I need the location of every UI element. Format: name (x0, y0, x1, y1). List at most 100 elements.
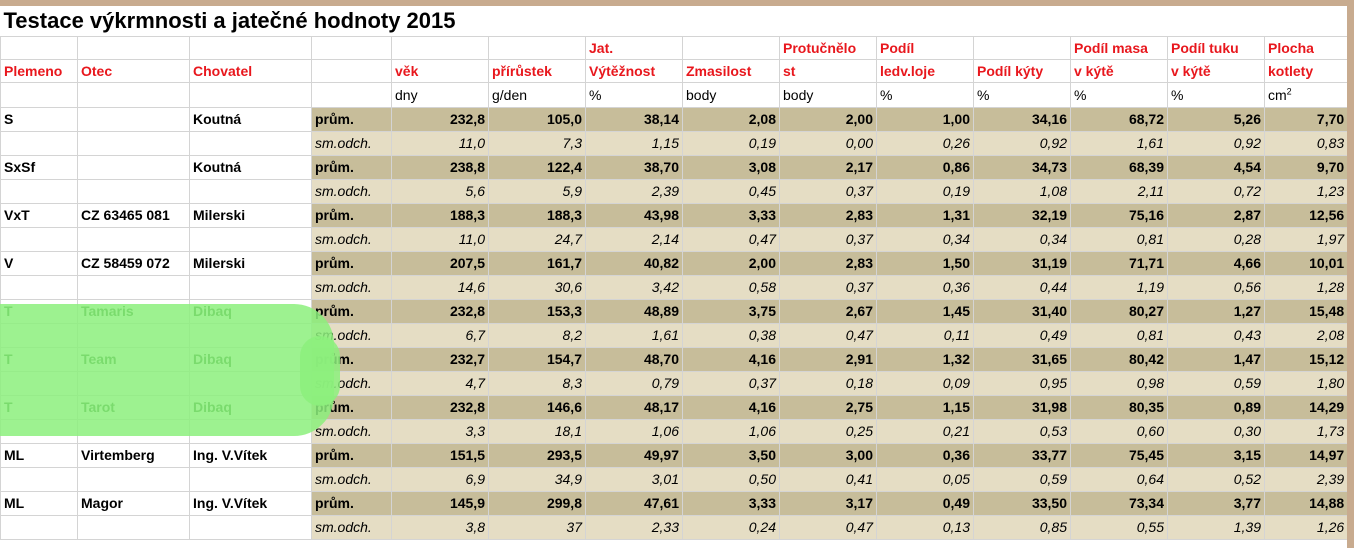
cell-stat[interactable]: sm.odch. (311, 179, 392, 204)
cell-value[interactable]: 4,7 (391, 371, 489, 396)
unit-tuku[interactable]: % (1167, 82, 1265, 108)
cell-value[interactable]: 33,50 (973, 491, 1071, 516)
cell-value[interactable]: 0,55 (1070, 515, 1168, 540)
cell-stat[interactable]: sm.odch. (311, 515, 392, 540)
cell-value[interactable]: 3,00 (779, 443, 877, 468)
cell-value[interactable]: 31,98 (973, 395, 1071, 420)
cell-empty[interactable] (0, 323, 78, 348)
cell-value[interactable]: 0,25 (779, 419, 877, 444)
cell-value[interactable]: 105,0 (488, 107, 586, 132)
cell-empty[interactable] (0, 179, 78, 204)
cell-value[interactable]: 33,77 (973, 443, 1071, 468)
cell-value[interactable]: 1,61 (1070, 131, 1168, 156)
unit-jat[interactable]: % (585, 82, 683, 108)
header-masa-line1[interactable]: Podíl masa (1070, 36, 1168, 60)
cell-empty[interactable] (77, 515, 190, 540)
cell-value[interactable]: 1,08 (973, 179, 1071, 204)
cell-value[interactable]: 11,0 (391, 227, 489, 252)
header-zmasilost[interactable]: Zmasilost (682, 59, 780, 83)
cell-value[interactable]: 3,42 (585, 275, 683, 300)
cell-otec[interactable]: Tarot (77, 395, 190, 420)
cell-value[interactable]: 2,39 (585, 179, 683, 204)
cell-value[interactable]: 1,73 (1263, 419, 1347, 444)
cell-value[interactable]: 0,26 (876, 131, 974, 156)
cell-stat[interactable]: prům. (311, 491, 392, 516)
cell-value[interactable]: 2,11 (1070, 179, 1168, 204)
unit-cell[interactable] (311, 82, 392, 108)
cell-value[interactable]: 48,70 (585, 347, 683, 372)
cell-empty[interactable] (0, 275, 78, 300)
cell-stat[interactable]: prům. (311, 155, 392, 180)
cell-value[interactable]: 31,40 (973, 299, 1071, 324)
cell-value[interactable]: 0,95 (973, 371, 1071, 396)
cell-value[interactable]: 1,31 (876, 203, 974, 228)
cell-value[interactable]: 207,5 (391, 251, 489, 276)
cell-empty[interactable] (77, 227, 190, 252)
cell-value[interactable]: 0,36 (876, 443, 974, 468)
cell-value[interactable]: 11,0 (391, 131, 489, 156)
cell-otec[interactable]: CZ 58459 072 (77, 251, 190, 276)
cell-value[interactable]: 32,19 (973, 203, 1071, 228)
cell-value[interactable]: 3,17 (779, 491, 877, 516)
cell-value[interactable]: 24,7 (488, 227, 586, 252)
header-cell[interactable] (488, 36, 586, 60)
cell-value[interactable]: 6,9 (391, 467, 489, 492)
header-stat[interactable] (311, 59, 392, 83)
cell-empty[interactable] (0, 467, 78, 492)
cell-value[interactable]: 14,29 (1263, 395, 1347, 420)
cell-value[interactable]: 31,65 (973, 347, 1071, 372)
cell-value[interactable]: 2,33 (585, 515, 683, 540)
cell-value[interactable]: 293,5 (488, 443, 586, 468)
cell-value[interactable]: 232,7 (391, 347, 489, 372)
cell-value[interactable]: 0,92 (973, 131, 1071, 156)
cell-otec[interactable]: Team (77, 347, 190, 372)
cell-value[interactable]: 0,37 (779, 179, 877, 204)
header-vek[interactable]: věk (391, 59, 489, 83)
cell-value[interactable]: 34,73 (973, 155, 1071, 180)
cell-value[interactable]: 80,27 (1070, 299, 1168, 324)
cell-value[interactable]: 1,50 (876, 251, 974, 276)
cell-empty[interactable] (77, 323, 190, 348)
cell-value[interactable]: 10,01 (1263, 251, 1347, 276)
cell-value[interactable]: 0,81 (1070, 227, 1168, 252)
cell-stat[interactable]: sm.odch. (311, 227, 392, 252)
cell-value[interactable]: 232,8 (391, 299, 489, 324)
cell-value[interactable]: 0,09 (876, 371, 974, 396)
header-plocha-line1[interactable]: Plocha (1263, 36, 1347, 60)
cell-value[interactable]: 0,49 (973, 323, 1071, 348)
header-jat-line1[interactable]: Jat. (585, 36, 683, 60)
cell-value[interactable]: 7,70 (1263, 107, 1347, 132)
cell-value[interactable]: 12,56 (1263, 203, 1347, 228)
cell-value[interactable]: 31,19 (973, 251, 1071, 276)
cell-value[interactable]: 232,8 (391, 395, 489, 420)
cell-value[interactable]: 34,16 (973, 107, 1071, 132)
cell-value[interactable]: 14,88 (1263, 491, 1347, 516)
cell-plemeno[interactable]: ML (0, 443, 78, 468)
cell-value[interactable]: 6,7 (391, 323, 489, 348)
cell-value[interactable]: 0,18 (779, 371, 877, 396)
cell-value[interactable]: 0,34 (973, 227, 1071, 252)
cell-empty[interactable] (189, 275, 312, 300)
cell-stat[interactable]: sm.odch. (311, 467, 392, 492)
cell-value[interactable]: 0,58 (682, 275, 780, 300)
cell-value[interactable]: 1,39 (1167, 515, 1265, 540)
header-cell[interactable] (189, 36, 312, 60)
header-ledv-line2[interactable]: ledv.loje (876, 59, 974, 83)
unit-cell[interactable] (189, 82, 312, 108)
cell-value[interactable]: 0,24 (682, 515, 780, 540)
cell-value[interactable]: 40,82 (585, 251, 683, 276)
unit-zmasilost[interactable]: body (682, 82, 780, 108)
cell-value[interactable]: 1,28 (1263, 275, 1347, 300)
unit-ledv[interactable]: % (876, 82, 974, 108)
cell-value[interactable]: 0,05 (876, 467, 974, 492)
cell-value[interactable]: 1,15 (876, 395, 974, 420)
cell-value[interactable]: 14,97 (1263, 443, 1347, 468)
cell-value[interactable]: 1,80 (1263, 371, 1347, 396)
cell-value[interactable]: 43,98 (585, 203, 683, 228)
cell-empty[interactable] (0, 419, 78, 444)
cell-value[interactable]: 3,3 (391, 419, 489, 444)
header-jat-line2[interactable]: Výtěžnost (585, 59, 683, 83)
cell-value[interactable]: 0,47 (779, 323, 877, 348)
cell-value[interactable]: 151,5 (391, 443, 489, 468)
cell-value[interactable]: 2,87 (1167, 203, 1265, 228)
